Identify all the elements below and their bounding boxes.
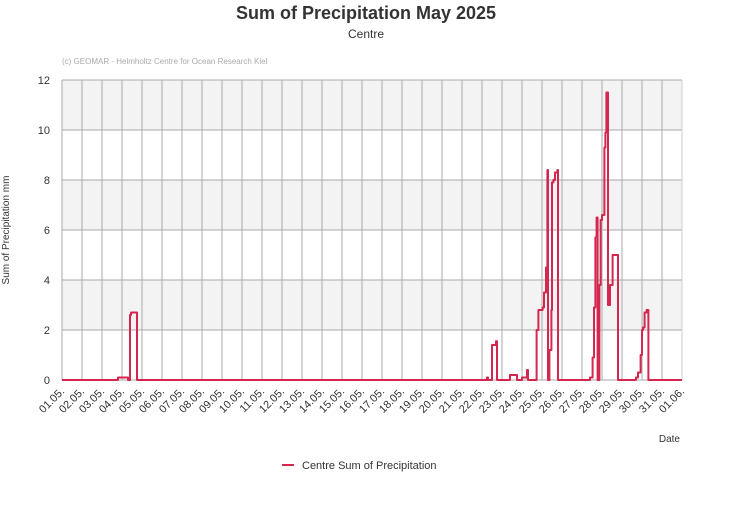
y-axis-label: Sum of Precipitation mm	[1, 176, 12, 285]
chart-title: Sum of Precipitation May 2025	[236, 3, 496, 23]
credit-text: (c) GEOMAR - Helmholtz Centre for Ocean …	[62, 57, 268, 66]
y-tick-label: 10	[38, 125, 50, 137]
plot-band	[62, 80, 682, 130]
plot-band	[62, 280, 682, 330]
y-tick-label: 12	[38, 75, 50, 87]
legend[interactable]: Centre Sum of Precipitation	[282, 460, 437, 472]
y-tick-label: 0	[44, 375, 50, 387]
x-axis-label: Date	[659, 434, 681, 445]
y-tick-label: 4	[44, 275, 50, 287]
y-tick-label: 2	[44, 325, 50, 337]
y-tick-label: 8	[44, 175, 50, 187]
y-tick-label: 6	[44, 225, 50, 237]
series-line	[62, 91, 682, 381]
plot-band	[62, 180, 682, 230]
legend-label: Centre Sum of Precipitation	[302, 460, 437, 472]
chart-subtitle: Centre	[348, 27, 384, 41]
